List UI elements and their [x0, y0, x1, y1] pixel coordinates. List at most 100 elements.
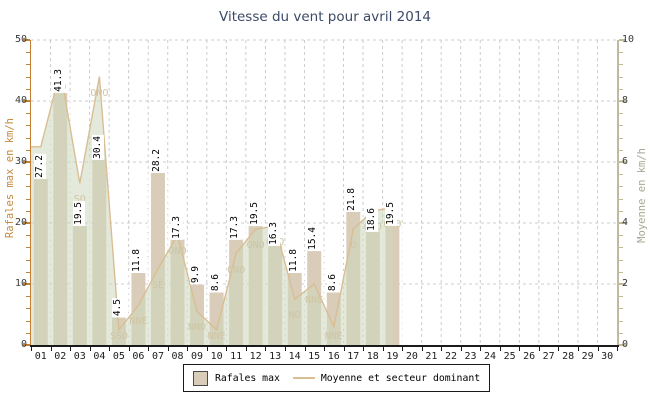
- x-tick-label: 04: [93, 351, 106, 362]
- bar-value-label: 21.8: [346, 187, 359, 212]
- x-tick-label: 08: [171, 351, 184, 362]
- x-tick-label: 29: [581, 351, 594, 362]
- left-tick-label: 0: [20, 339, 27, 350]
- right-major-tick: [619, 283, 626, 285]
- right-minor-tick: [619, 308, 623, 310]
- bar-value-label: 41.3: [53, 68, 66, 94]
- right-minor-tick: [619, 198, 623, 200]
- right-minor-tick: [619, 271, 623, 273]
- left-major-tick: [23, 344, 30, 346]
- bar-value-label: 9.9: [190, 265, 202, 285]
- x-tick-label: 10: [210, 351, 223, 362]
- left-minor-tick: [25, 259, 30, 261]
- x-tick-label: 28: [562, 351, 575, 362]
- x-tick: [50, 347, 52, 351]
- right-major-tick: [619, 222, 626, 224]
- x-tick-label: 06: [132, 351, 145, 362]
- right-major-tick: [619, 100, 626, 102]
- x-tick: [206, 347, 208, 351]
- x-tick-label: 12: [249, 351, 262, 362]
- x-tick: [538, 347, 540, 351]
- wind-direction-label: ONO: [168, 246, 187, 258]
- x-tick: [460, 347, 462, 351]
- wind-direction-label: NNE: [305, 295, 324, 306]
- right-tick-label: 0: [622, 339, 629, 350]
- x-tick-label: 19: [386, 351, 399, 362]
- left-minor-tick: [25, 296, 30, 298]
- left-tick-label: 30: [14, 156, 27, 167]
- left-major-tick: [23, 283, 30, 285]
- right-minor-tick: [619, 125, 623, 127]
- right-axis-label: Moyenne en km/h: [636, 148, 648, 243]
- x-tick-label: 30: [601, 351, 614, 362]
- right-tick-label: 10: [622, 34, 635, 45]
- x-tick: [519, 347, 521, 351]
- right-minor-tick: [619, 64, 623, 66]
- x-tick: [148, 347, 150, 351]
- x-tick: [597, 347, 599, 351]
- legend-rafales-label: Rafales max: [215, 372, 280, 384]
- moyenne-line: [31, 70, 393, 332]
- left-major-tick: [23, 100, 30, 102]
- left-minor-tick: [25, 52, 30, 54]
- bar-value-label: 19.5: [72, 201, 85, 227]
- right-axis: [617, 40, 619, 346]
- left-minor-tick: [25, 235, 30, 237]
- x-tick-label: 16: [327, 351, 340, 362]
- right-minor-tick: [619, 332, 623, 334]
- wind-direction-label: NNE: [324, 331, 343, 342]
- wind-direction-label: NNO: [187, 322, 207, 334]
- bar-value-label: 4.5: [111, 298, 124, 318]
- x-tick-label: 14: [288, 351, 301, 362]
- x-tick-label: 07: [151, 351, 165, 362]
- wind-direction-label: NNE: [129, 316, 148, 328]
- x-tick: [284, 347, 286, 351]
- wind-direction-label: SE: [151, 279, 165, 291]
- x-tick-label: 03: [73, 351, 86, 362]
- bar-value-label: 8.6: [326, 273, 339, 293]
- x-tick: [304, 347, 306, 351]
- left-minor-tick: [25, 149, 30, 151]
- x-tick: [558, 347, 560, 351]
- x-axis: [29, 345, 619, 347]
- left-minor-tick: [25, 198, 30, 200]
- x-tick: [617, 347, 618, 351]
- left-axis-label: Rafales max en km/h: [4, 118, 16, 239]
- right-minor-tick: [619, 259, 623, 261]
- wind-direction-label: ONO: [90, 87, 109, 99]
- right-major-tick: [619, 161, 626, 163]
- x-tick: [402, 347, 404, 351]
- x-tick: [324, 347, 325, 351]
- left-minor-tick: [25, 174, 30, 176]
- moyenne-area: [31, 70, 393, 345]
- bar-value-label: 28.2: [151, 148, 163, 173]
- x-tick-label: 23: [464, 351, 477, 362]
- left-minor-tick: [25, 186, 30, 188]
- bar-value-label: 17.3: [229, 214, 242, 240]
- bar-value-label: 19.5: [385, 201, 398, 227]
- x-tick: [187, 347, 189, 351]
- x-tick-label: 11: [230, 351, 243, 362]
- bar-value-label: 11.8: [131, 248, 144, 273]
- left-minor-tick: [25, 271, 30, 273]
- x-tick: [70, 347, 72, 351]
- bar-value-label: 15.4: [307, 226, 320, 252]
- left-tick-label: 20: [14, 217, 27, 228]
- x-tick-label: 18: [366, 351, 379, 362]
- x-tick-label: 21: [425, 351, 438, 362]
- x-tick: [226, 347, 228, 351]
- x-tick: [577, 347, 579, 351]
- left-minor-tick: [25, 125, 30, 127]
- wind-direction-label: O: [350, 240, 357, 252]
- left-minor-tick: [25, 113, 30, 115]
- x-tick: [499, 347, 501, 351]
- x-tick-label: 05: [112, 351, 125, 362]
- legend-rafales-swatch: [193, 370, 208, 386]
- left-axis: [29, 40, 31, 346]
- bar-value-label: 30.4: [92, 134, 105, 160]
- bar-value-label: 8.6: [209, 273, 222, 293]
- right-tick-label: 8: [622, 95, 629, 106]
- wind-direction-label: SSO: [109, 331, 128, 342]
- x-tick-label: 09: [190, 351, 204, 362]
